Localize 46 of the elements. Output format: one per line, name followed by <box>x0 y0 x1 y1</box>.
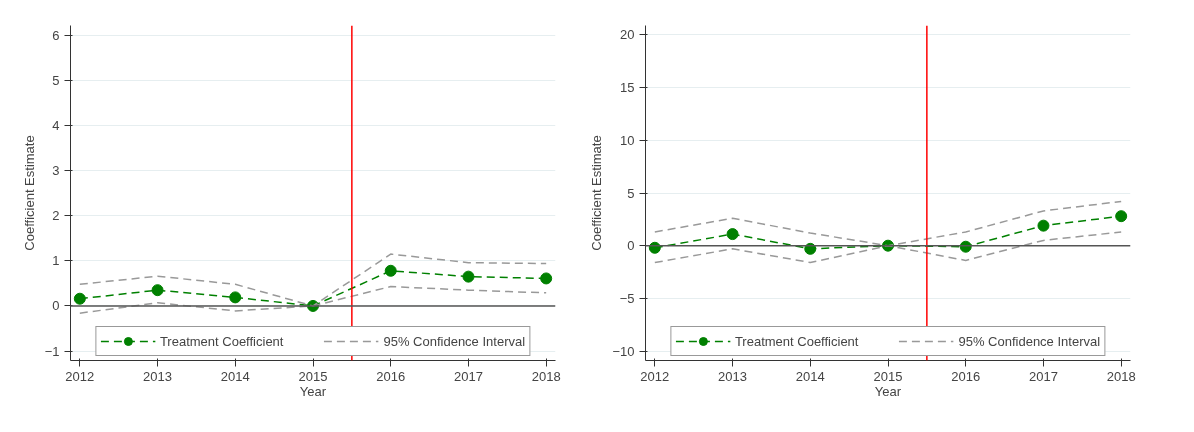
x-tick-label: 2016 <box>951 368 981 384</box>
y-tick-label: 1 <box>52 253 60 269</box>
y-tick-label: 0 <box>627 238 635 254</box>
y-tick-label: 5 <box>627 185 635 201</box>
y-tick-label: 10 <box>620 132 635 148</box>
y-tick-label: 0 <box>52 298 60 314</box>
point <box>1115 210 1128 223</box>
x-tick-label: 2015 <box>298 368 328 384</box>
legend-label: Treatment Coefficient <box>159 333 284 349</box>
x-tick-label: 2017 <box>453 368 483 384</box>
y-tick-label: −10 <box>612 343 635 359</box>
point <box>151 284 164 297</box>
y-tick-label: −5 <box>619 290 635 306</box>
legend-label: Treatment Coefficient <box>734 333 859 349</box>
x-axis-title: Year <box>299 383 327 399</box>
x-tick-label: 2018 <box>531 368 561 384</box>
x-tick-label: 2018 <box>1106 368 1136 384</box>
x-tick-label: 2014 <box>220 368 250 384</box>
x-tick-label: 2012 <box>65 368 95 384</box>
legend-label: 95% Confidence Interval <box>383 333 526 349</box>
x-tick-label: 2013 <box>143 368 173 384</box>
point <box>462 270 475 283</box>
legend-label: 95% Confidence Interval <box>958 333 1101 349</box>
point <box>73 292 86 305</box>
point <box>229 291 242 304</box>
y-axis-title: Coefficient Estimate <box>589 135 605 251</box>
x-axis-title: Year <box>874 383 902 399</box>
y-tick-label: 4 <box>52 118 60 134</box>
y-tick-label: 3 <box>52 163 60 179</box>
y-tick-label: 15 <box>620 80 635 96</box>
y-axis-title: Coefficient Estimate <box>21 135 37 251</box>
x-tick-label: 2013 <box>718 368 748 384</box>
point <box>1037 219 1050 232</box>
point <box>726 228 739 241</box>
y-tick-label: 2 <box>52 208 60 224</box>
y-tick-label: 20 <box>620 27 635 43</box>
y-tick-label: 6 <box>52 27 60 43</box>
point <box>540 272 553 285</box>
x-tick-label: 2016 <box>376 368 406 384</box>
y-tick-label: −1 <box>44 343 60 359</box>
x-tick-label: 2014 <box>795 368 825 384</box>
x-tick-label: 2012 <box>640 368 670 384</box>
x-tick-label: 2015 <box>873 368 903 384</box>
point <box>384 264 397 277</box>
x-tick-label: 2017 <box>1028 368 1058 384</box>
y-tick-label: 5 <box>52 73 60 89</box>
